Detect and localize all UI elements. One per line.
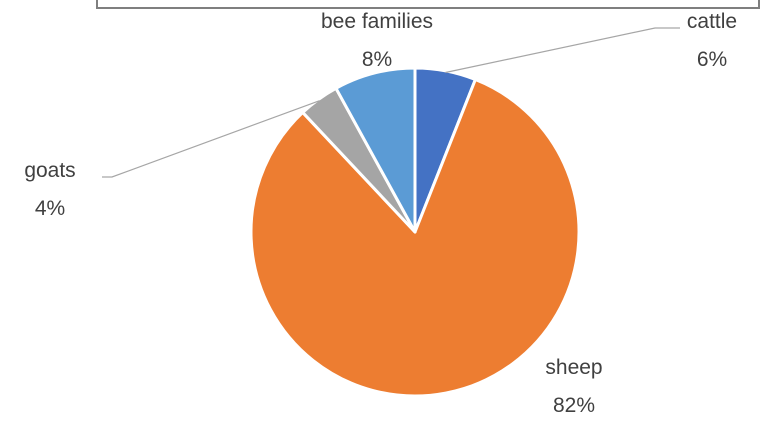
slices-layer (249, 66, 581, 398)
data-label-value-sheep: 82% (553, 394, 595, 417)
leader-line-cattle (445, 27, 680, 74)
data-labels-layer: cattle 6% sheep 82% goats 4% bee families 8% (24, 10, 737, 417)
chart-frame-edge (96, 0, 760, 9)
data-label-name-goats: goats (24, 159, 75, 182)
leader-lines-layer (102, 27, 680, 178)
data-label-value-goats: 4% (35, 197, 65, 220)
pie-slice-bee-families (334, 66, 417, 234)
data-label-value-cattle: 6% (697, 48, 727, 71)
data-label-value-bee-families: 8% (362, 48, 392, 71)
data-label-name-cattle: cattle (687, 10, 737, 33)
data-label-name-bee-families: bee families (321, 10, 433, 33)
leader-line-goats (102, 100, 320, 178)
pie-slice-sheep (249, 78, 581, 398)
data-label-name-sheep: sheep (545, 356, 602, 379)
